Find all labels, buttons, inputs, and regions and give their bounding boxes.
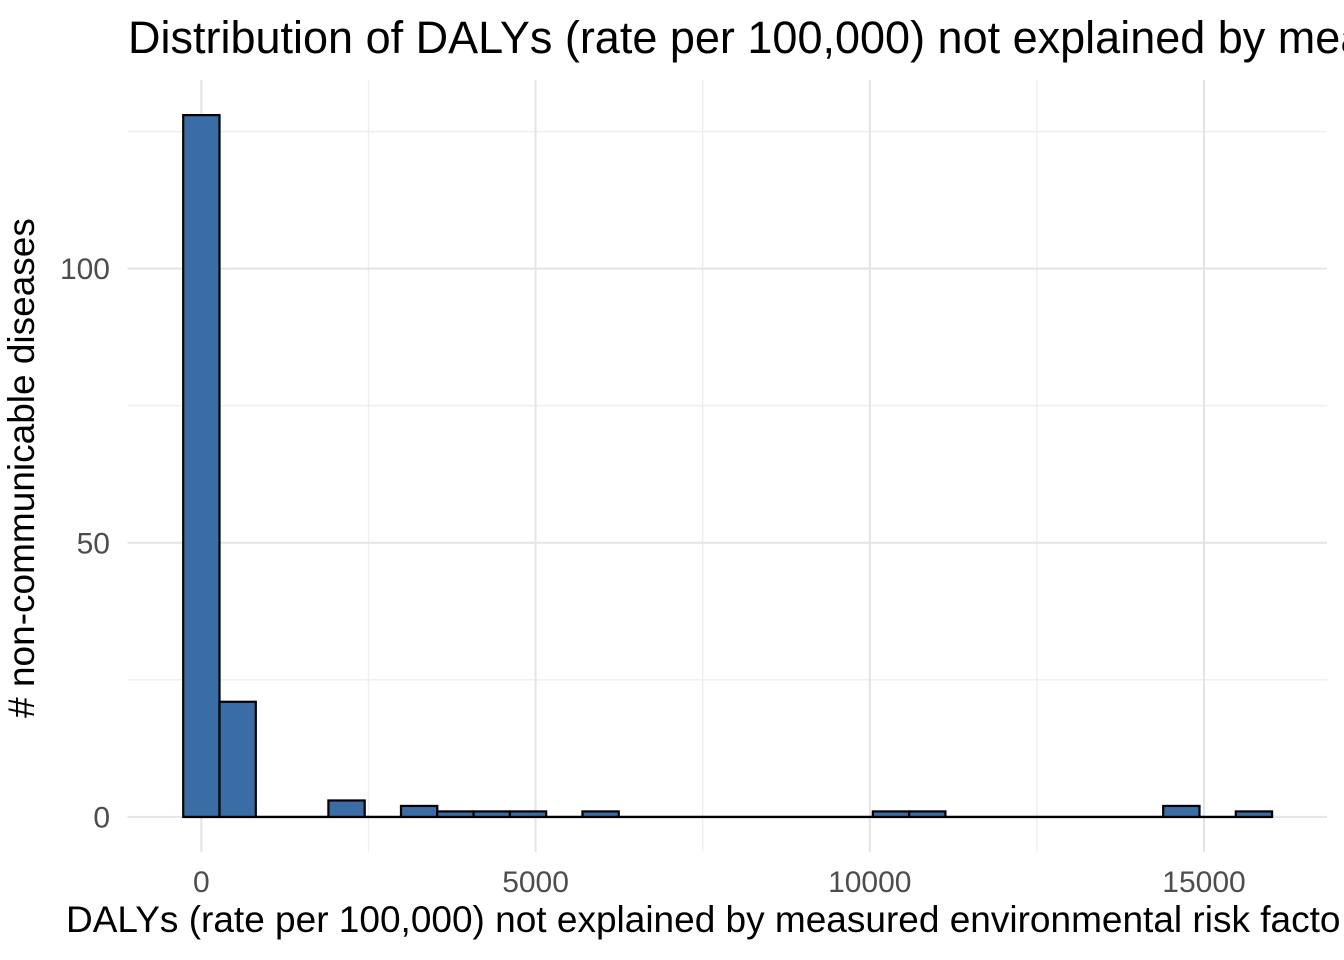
histogram-bar — [327, 799, 366, 819]
y-tick-label: 100 — [60, 253, 110, 286]
y-tick-label: 50 — [77, 527, 110, 560]
histogram-bar — [871, 810, 911, 819]
histogram-bar — [436, 810, 475, 819]
histogram-bar — [472, 810, 511, 819]
y-axis-title: # non-communicable diseases — [1, 218, 42, 718]
histogram-bar — [182, 113, 221, 819]
y-tick-label: 0 — [93, 801, 110, 834]
x-axis-title: DALYs (rate per 100,000) not explained b… — [66, 899, 1340, 940]
histogram-bar — [399, 804, 439, 819]
x-tick-label: 0 — [193, 866, 210, 899]
axis-tick-labels: 0 5000 10000 15000 0 50 100 — [60, 253, 1246, 899]
histogram-bar — [908, 810, 947, 819]
histogram-bars — [182, 113, 1274, 819]
gridlines-major — [127, 80, 1327, 852]
histogram-bar — [218, 700, 257, 819]
x-tick-label: 15000 — [1162, 866, 1245, 899]
histogram-bar — [581, 810, 620, 819]
x-tick-label: 10000 — [828, 866, 911, 899]
histogram-bar — [1162, 804, 1201, 819]
histogram-bar — [508, 810, 548, 819]
histogram-bar — [1234, 810, 1274, 819]
x-tick-label: 5000 — [502, 866, 569, 899]
gridlines-minor — [127, 80, 1327, 852]
chart-title: Distribution of DALYs (rate per 100,000)… — [128, 12, 1344, 63]
